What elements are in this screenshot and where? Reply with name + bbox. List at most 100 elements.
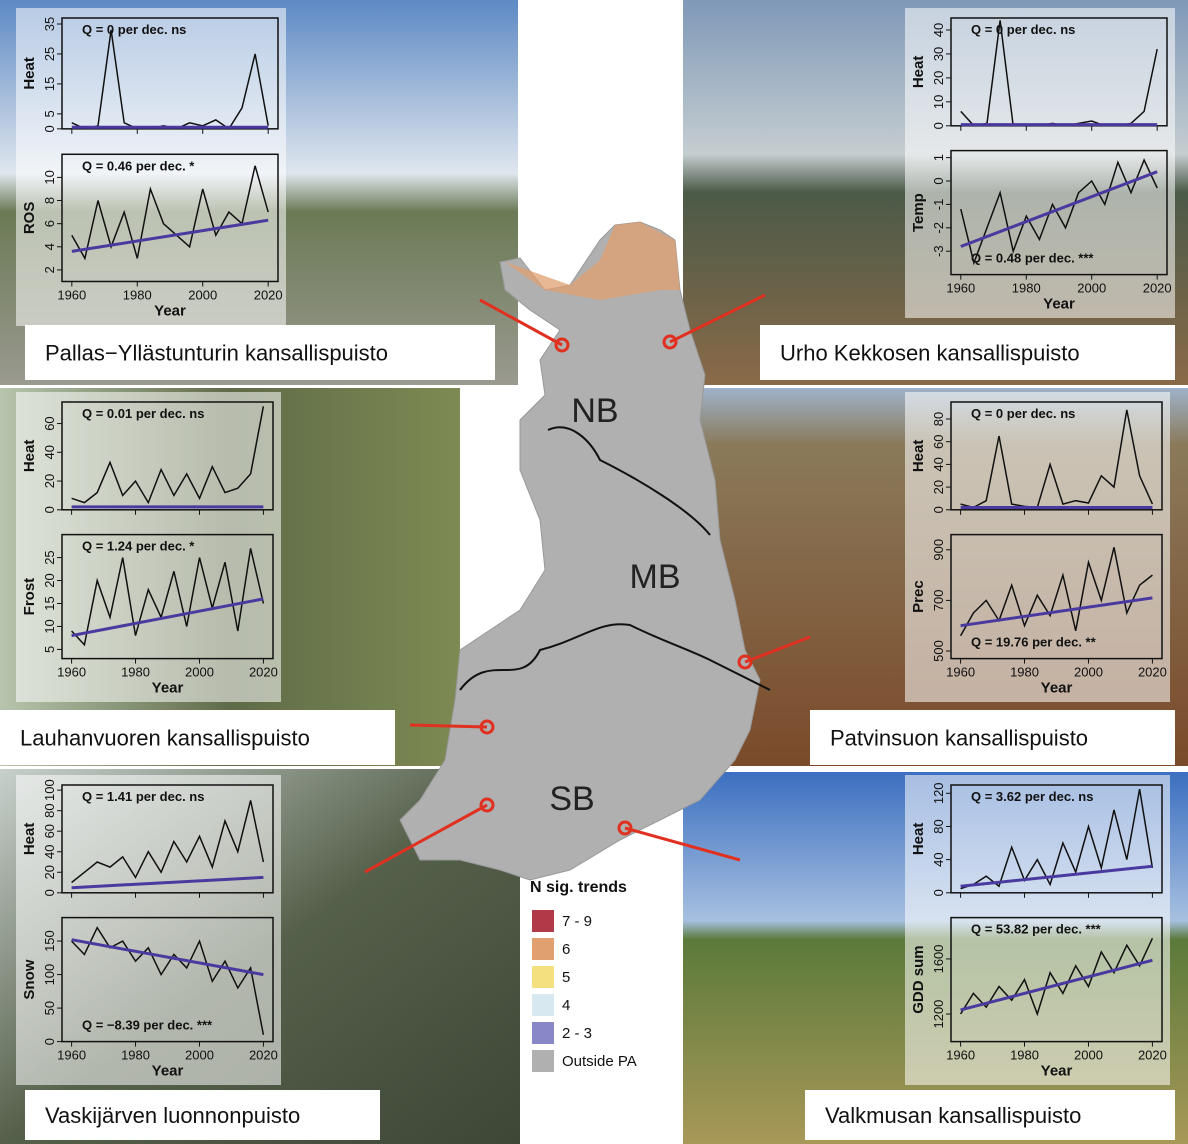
y-tick-label: 5: [42, 110, 57, 117]
x-tick-label: 1960: [946, 1048, 975, 1063]
x-tick-label: 2000: [188, 287, 217, 302]
y-tick-label: 1: [931, 154, 946, 161]
caption: Lauhanvuoren kansallispuisto: [20, 726, 310, 751]
zone-label: NB: [571, 392, 618, 430]
y-tick-label: 40: [931, 457, 946, 471]
annotation: Q = 0.01 per dec. ns: [82, 406, 204, 421]
y-axis-label: ROS: [21, 202, 38, 235]
x-tick-label: 2020: [1138, 665, 1167, 680]
annotation: Q = 0.48 per dec. ***: [971, 251, 1094, 266]
y-tick-label: 40: [42, 445, 57, 459]
figure: NB MB SB N sig. trends 7 - 96542 - 3Outs…: [0, 0, 1188, 1144]
annotation: Q = −8.39 per dec. ***: [82, 1018, 213, 1033]
legend-title: N sig. trends: [530, 879, 627, 896]
legend-swatch: [532, 910, 554, 932]
legend: 7 - 96542 - 3Outside PA: [532, 910, 637, 1072]
x-tick-label: 2000: [1074, 1048, 1103, 1063]
legend-label: Outside PA: [562, 1053, 637, 1070]
legend-swatch: [532, 966, 554, 988]
x-tick-label: 1960: [946, 281, 975, 296]
y-tick-label: 100: [42, 779, 57, 801]
y-tick-label: 20: [931, 71, 946, 85]
y-axis-label: Heat: [21, 440, 38, 473]
y-tick-label: 20: [42, 474, 57, 488]
y-tick-label: 0: [931, 506, 946, 513]
x-tick-label: 2000: [185, 1048, 214, 1063]
caption: Pallas−Yllästunturin kansallispuisto: [45, 341, 388, 366]
y-tick-label: 80: [931, 819, 946, 833]
annotation: Q = 53.82 per dec. ***: [971, 922, 1102, 937]
x-tick-label: 2000: [1077, 281, 1106, 296]
y-tick-label: 20: [931, 480, 946, 494]
y-axis-label: Snow: [21, 959, 38, 999]
y-axis-label: Heat: [910, 440, 927, 473]
y-tick-label: 25: [42, 47, 57, 61]
y-tick-label: 60: [42, 824, 57, 838]
legend-swatch: [532, 1050, 554, 1072]
x-axis-label: Year: [152, 680, 184, 697]
legend-swatch: [532, 1022, 554, 1044]
y-tick-label: 2: [42, 266, 57, 273]
y-tick-label: 500: [931, 640, 946, 662]
y-tick-label: 1200: [931, 1000, 946, 1029]
annotation: Q = 3.62 per dec. ns: [971, 789, 1093, 804]
annotation: Q = 0 per dec. ns: [82, 22, 186, 37]
caption: Vaskijärven luonnonpuisto: [45, 1103, 300, 1128]
x-tick-label: 2000: [1074, 665, 1103, 680]
y-tick-label: 8: [42, 197, 57, 204]
x-tick-label: 2020: [1138, 1048, 1167, 1063]
y-tick-label: -3: [931, 245, 946, 257]
x-axis-label: Year: [1043, 296, 1075, 313]
y-tick-label: 0: [931, 122, 946, 129]
y-axis-label: GDD sum: [910, 945, 927, 1013]
legend-label: 6: [562, 941, 570, 958]
y-tick-label: 15: [42, 596, 57, 610]
y-tick-label: 0: [42, 125, 57, 132]
legend-label: 5: [562, 969, 570, 986]
x-tick-label: 2020: [254, 287, 283, 302]
annotation: Q = 0 per dec. ns: [971, 22, 1075, 37]
annotation: Q = 19.76 per dec. **: [971, 635, 1097, 650]
y-axis-label: Prec: [910, 580, 927, 613]
legend-label: 7 - 9: [562, 913, 592, 930]
y-tick-label: 35: [42, 17, 57, 31]
x-tick-label: 1980: [121, 1048, 150, 1063]
y-tick-label: 10: [931, 95, 946, 109]
y-axis-label: Heat: [21, 57, 38, 90]
y-tick-label: 25: [42, 550, 57, 564]
x-axis-label: Year: [1041, 1063, 1073, 1080]
y-tick-label: 1600: [931, 944, 946, 973]
y-axis-label: Heat: [910, 56, 927, 89]
x-tick-label: 1980: [123, 287, 152, 302]
annotation: Q = 0.46 per dec. *: [82, 158, 195, 173]
annotation: Q = 0 per dec. ns: [971, 406, 1075, 421]
y-axis-label: Heat: [21, 823, 38, 856]
zone-label: SB: [549, 780, 594, 818]
legend-label: 4: [562, 997, 570, 1014]
y-tick-label: 10: [42, 170, 57, 184]
x-axis-label: Year: [152, 1063, 184, 1080]
y-tick-label: 0: [931, 889, 946, 896]
y-axis-label: Temp: [910, 193, 927, 232]
y-tick-label: 900: [931, 539, 946, 561]
y-tick-label: 40: [931, 852, 946, 866]
x-tick-label: 2000: [185, 665, 214, 680]
y-tick-label: 100: [42, 964, 57, 986]
arrow: [410, 725, 487, 727]
y-tick-label: 30: [931, 47, 946, 61]
x-axis-label: Year: [1041, 680, 1073, 697]
y-tick-label: 80: [42, 803, 57, 817]
y-tick-label: 0: [42, 889, 57, 896]
legend-swatch: [532, 994, 554, 1016]
x-tick-label: 1960: [57, 287, 86, 302]
x-tick-label: 2020: [1143, 281, 1172, 296]
x-tick-label: 2020: [249, 1048, 278, 1063]
zone-label: MB: [630, 558, 681, 596]
x-tick-label: 1960: [57, 665, 86, 680]
caption: Urho Kekkosen kansallispuisto: [780, 341, 1080, 366]
x-tick-label: 1980: [121, 665, 150, 680]
x-tick-label: 1980: [1010, 665, 1039, 680]
y-tick-label: 60: [931, 434, 946, 448]
y-tick-label: 5: [42, 646, 57, 653]
y-tick-label: -2: [931, 222, 946, 234]
